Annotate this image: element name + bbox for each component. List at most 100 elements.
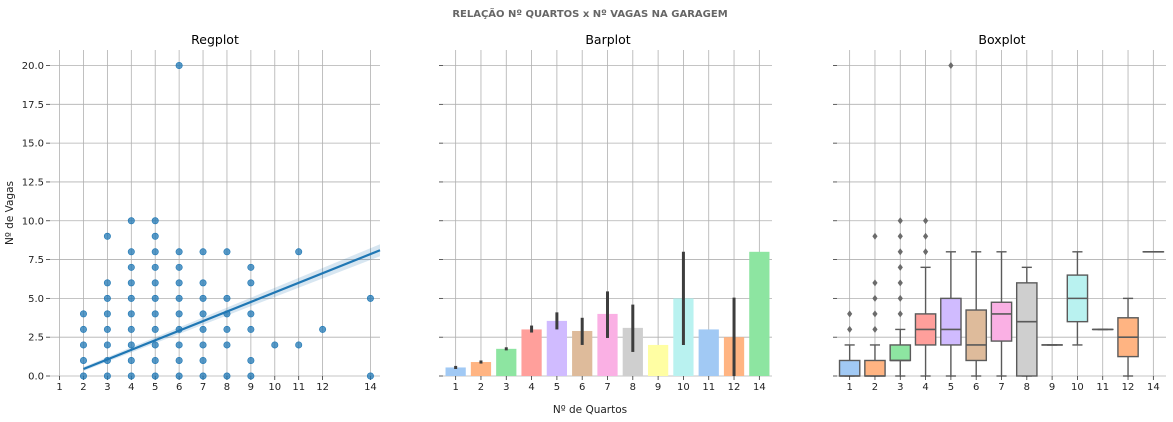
- scatter-point: [79, 310, 87, 318]
- bar: [445, 367, 466, 376]
- y-axis-label: Nº de Vagas: [4, 181, 16, 245]
- scatter-point: [103, 279, 111, 287]
- scatter-point: [127, 372, 135, 380]
- boxplot-panel: Boxplot 1 2 3 4 5 6 7 8 9 10 11 12 14: [833, 32, 1166, 393]
- x-tick-label: 6: [176, 382, 182, 393]
- outlier-point: [897, 279, 903, 287]
- outlier-point: [897, 294, 903, 302]
- scatter-point: [199, 294, 207, 302]
- scatter-point: [223, 341, 231, 349]
- scatter-point: [247, 279, 255, 287]
- outlier-point: [897, 217, 903, 225]
- x-tick-label: 8: [630, 382, 636, 393]
- scatter-point: [79, 325, 87, 333]
- bar: [698, 329, 719, 376]
- x-tick-label: 4: [922, 382, 928, 393]
- outlier-point: [922, 248, 929, 256]
- scatter-point: [127, 310, 135, 318]
- y-tick-label: 17.5: [22, 100, 44, 111]
- scatter-point: [103, 310, 111, 318]
- scatter-point: [223, 325, 231, 333]
- x-tick-label: 12: [1122, 382, 1135, 393]
- x-tick-label: 6: [973, 382, 979, 393]
- scatter-point: [127, 356, 135, 364]
- scatter-point: [127, 325, 135, 333]
- y-tick-label: 10.0: [22, 216, 44, 227]
- x-tick-label: 2: [80, 382, 86, 393]
- scatter-point: [127, 279, 135, 287]
- x-tick-label: 1: [452, 382, 458, 393]
- scatter-point: [151, 217, 159, 225]
- scatter-point: [199, 248, 207, 256]
- x-tick-label: 9: [248, 382, 254, 393]
- barplot-title: Barplot: [585, 32, 630, 47]
- scatter-point: [247, 372, 255, 380]
- scatter-point: [79, 372, 87, 380]
- outlier-point: [922, 232, 929, 240]
- scatter-point: [199, 310, 207, 318]
- scatter-point: [175, 248, 183, 256]
- x-tick-label: 4: [128, 382, 134, 393]
- box: [838, 359, 861, 377]
- regression-line: [83, 249, 381, 371]
- scatter-point: [295, 341, 303, 349]
- scatter-point: [151, 232, 159, 240]
- outlier-point: [948, 62, 954, 70]
- outlier-point: [897, 310, 903, 318]
- scatter-point: [247, 325, 255, 333]
- regplot-title: Regplot: [191, 32, 239, 47]
- x-tick-label: 6: [579, 382, 585, 393]
- scatter-point: [175, 279, 183, 287]
- y-tick-label: 7.5: [28, 255, 44, 266]
- scatter-point: [319, 325, 327, 333]
- x-tick-label: 12: [728, 382, 741, 393]
- x-tick-label: 7: [604, 382, 610, 393]
- x-tick-label: 8: [1024, 382, 1030, 393]
- x-tick-label: 3: [104, 382, 110, 393]
- scatter-point: [79, 356, 87, 364]
- x-tick-label: 11: [702, 382, 715, 393]
- x-tick-label: 9: [1049, 382, 1055, 393]
- scatter-point: [223, 372, 231, 380]
- scatter-point: [103, 341, 111, 349]
- outlier-point: [897, 263, 903, 271]
- scatter-point: [127, 248, 135, 256]
- bar: [749, 251, 770, 376]
- scatter-point: [271, 341, 279, 349]
- boxplot-title: Boxplot: [978, 32, 1025, 47]
- scatter-point: [175, 341, 183, 349]
- scatter-point: [366, 294, 374, 302]
- x-tick-label: 1: [846, 382, 852, 393]
- x-tick-label: 5: [554, 382, 560, 393]
- outlier-point: [897, 248, 903, 256]
- scatter-point: [151, 279, 159, 287]
- scatter-point: [127, 263, 135, 271]
- y-tick-label: 20.0: [22, 61, 44, 72]
- x-tick-label: 10: [677, 382, 690, 393]
- scatter-point: [151, 372, 159, 380]
- y-tick-label: 2.5: [28, 333, 44, 344]
- bar: [470, 362, 492, 376]
- scatter-point: [366, 372, 374, 380]
- scatter-point: [247, 356, 255, 364]
- box: [940, 297, 962, 346]
- box: [990, 301, 1013, 342]
- outlier-point: [872, 279, 878, 287]
- x-tick-label: 5: [948, 382, 954, 393]
- scatter-point: [79, 341, 87, 349]
- x-tick-label: 14: [364, 382, 377, 393]
- scatter-point: [151, 341, 159, 349]
- scatter-point: [199, 341, 207, 349]
- barplot-panel: Barplot 1 2 3 4 5 6 7 8 9 10 11 12 14: [439, 32, 772, 393]
- x-axis-label: Nº de Quartos: [553, 404, 627, 416]
- x-tick-label: 8: [224, 382, 230, 393]
- outlier-point: [922, 217, 929, 225]
- box: [864, 359, 886, 377]
- x-tick-label: 11: [1096, 382, 1109, 393]
- y-tick-label: 0.0: [28, 372, 44, 383]
- x-tick-label: 7: [998, 382, 1004, 393]
- scatter-point: [175, 372, 183, 380]
- scatter-point: [199, 356, 207, 364]
- scatter-point: [151, 356, 159, 364]
